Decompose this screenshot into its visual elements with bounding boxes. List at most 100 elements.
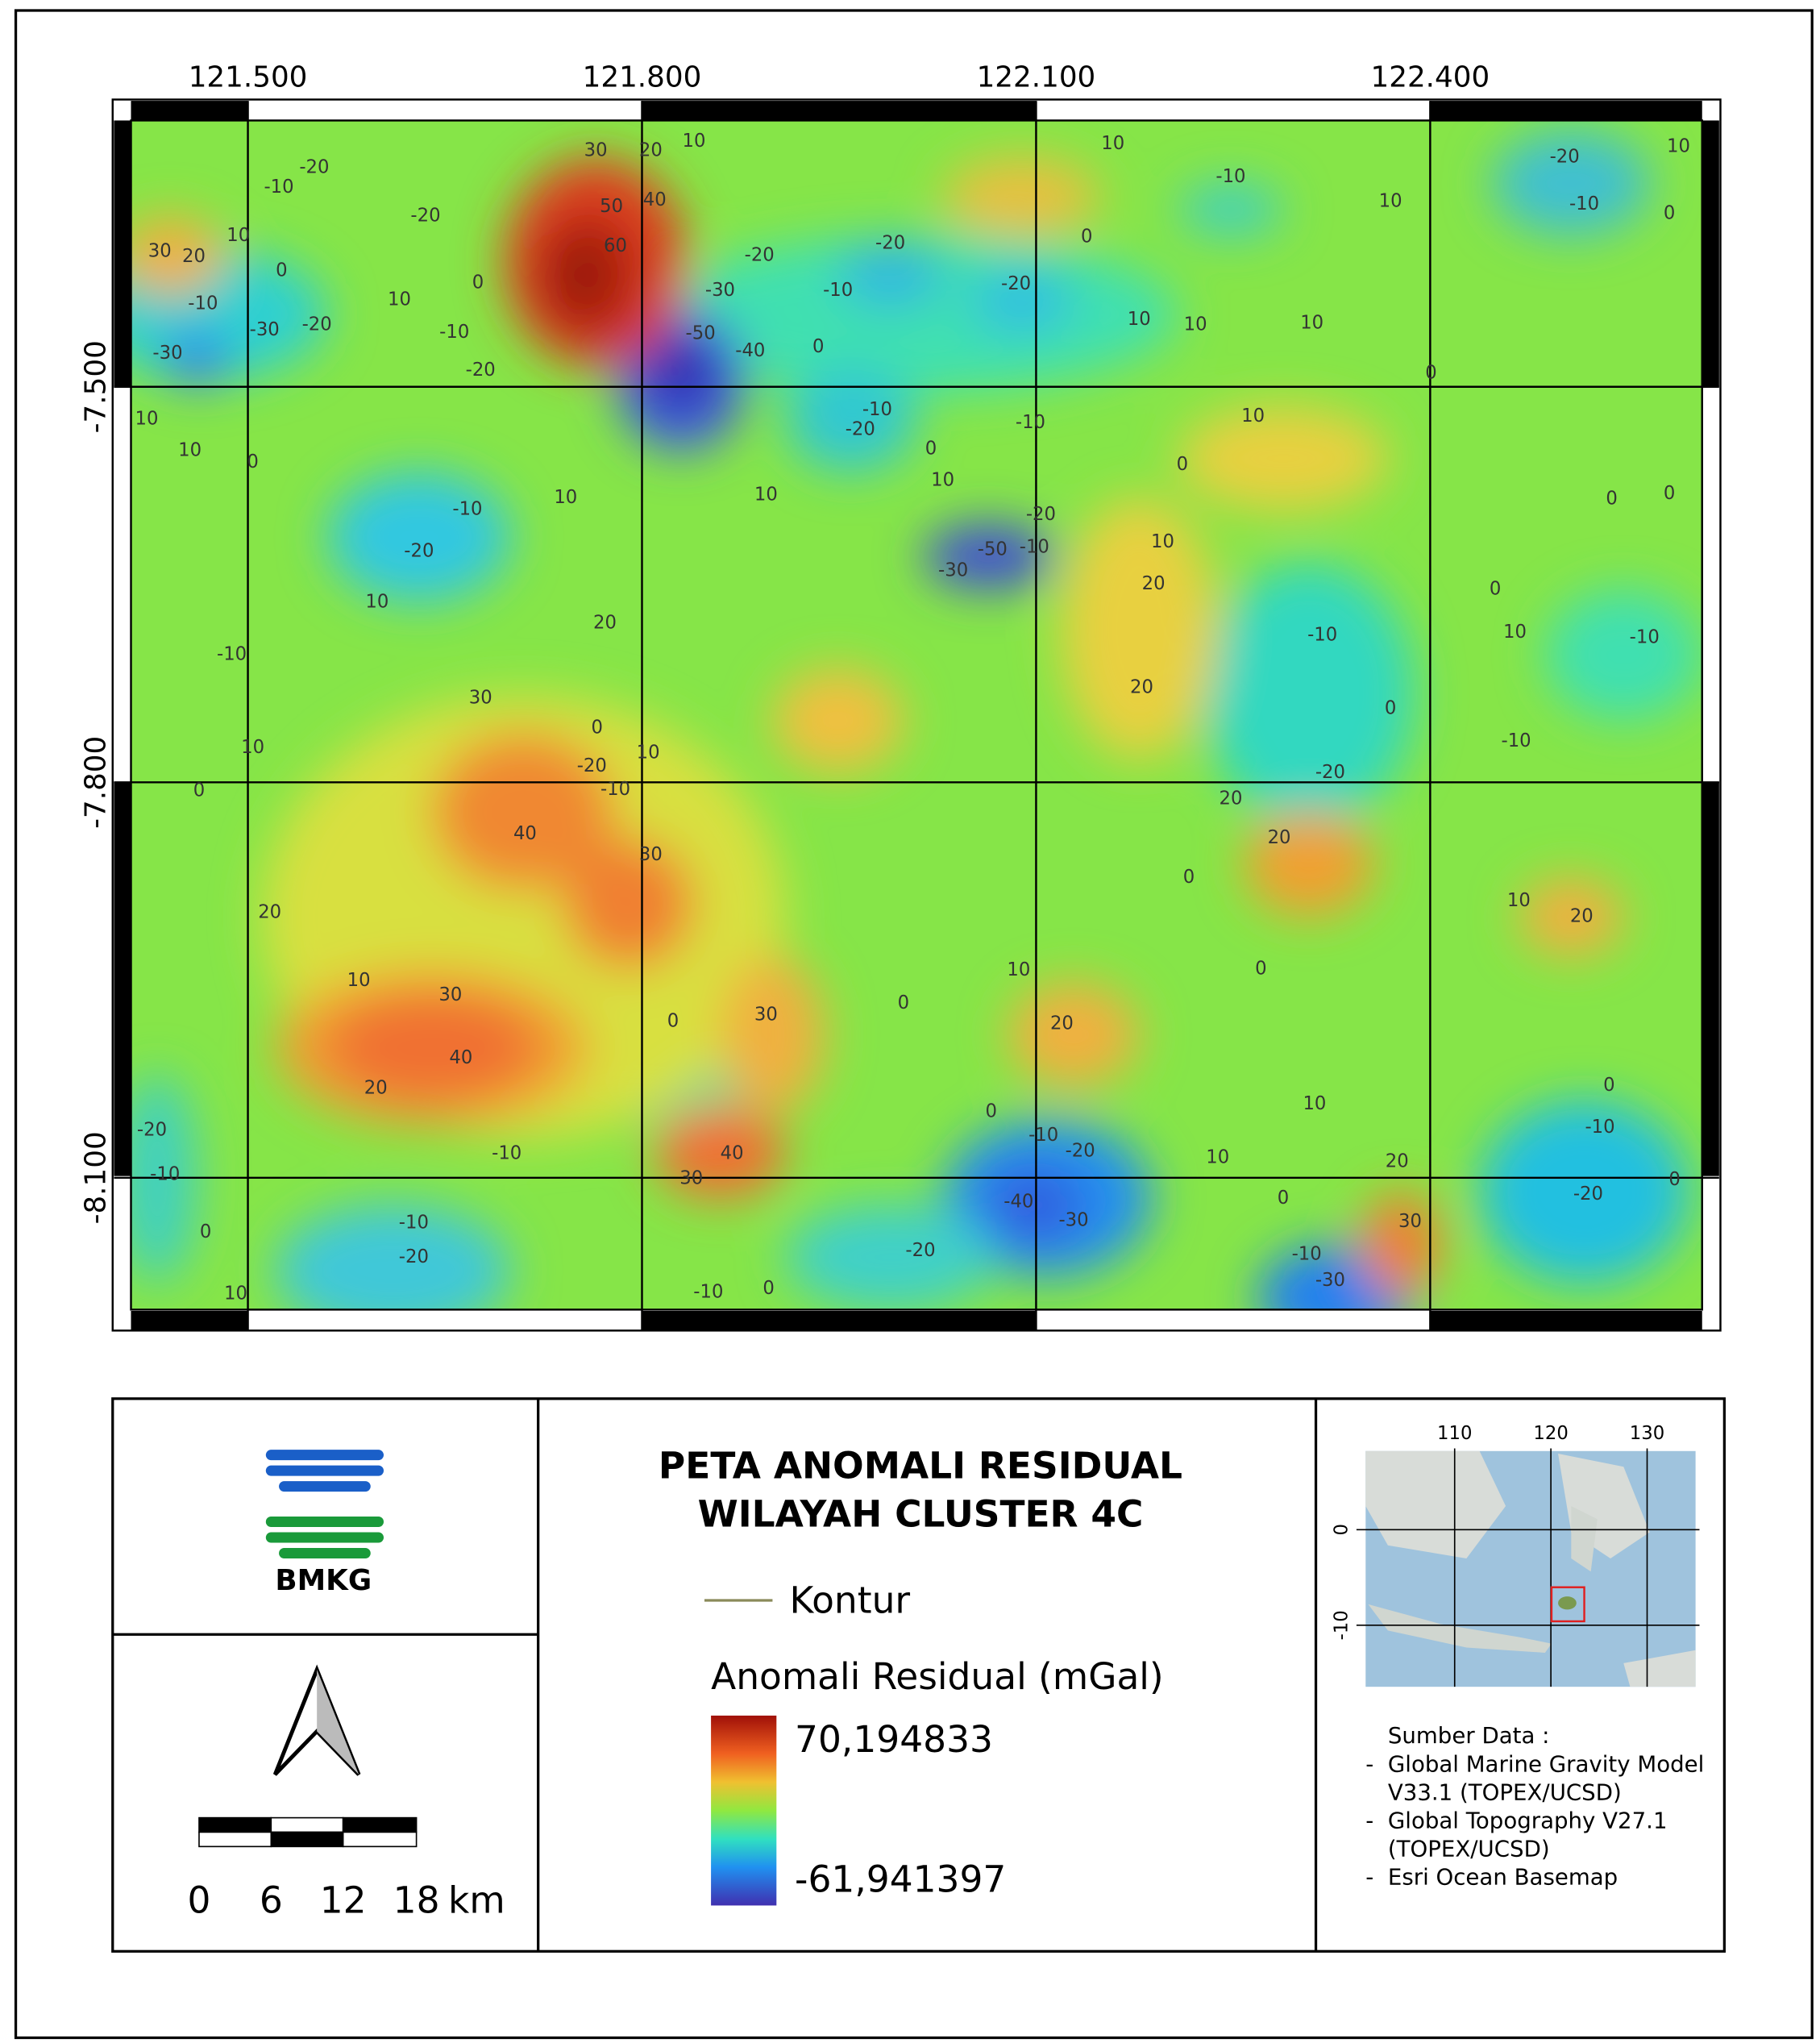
contour-label: 20: [1219, 788, 1242, 809]
inset-land: [1623, 1650, 1696, 1687]
contour-label: 60: [604, 235, 627, 256]
contour-label: -20: [745, 244, 775, 265]
contour-label: 10: [931, 470, 954, 491]
contour-label: -30: [938, 560, 968, 581]
contour-label: -10: [1028, 1125, 1058, 1146]
contour-label: 10: [554, 487, 577, 508]
y-tick-label: -7.800: [79, 736, 112, 829]
legend-ramp: [711, 1715, 777, 1906]
raster-blob: [563, 838, 694, 970]
raster-blob: [772, 668, 904, 773]
contour-label: -20: [137, 1119, 167, 1140]
contour-label: -50: [686, 323, 716, 344]
contour-label: -20: [410, 206, 440, 227]
contour-label: 20: [1130, 676, 1153, 697]
raster-blob: [327, 995, 538, 1101]
contour-label: 0: [762, 1278, 774, 1299]
contour-label: 10: [226, 225, 250, 246]
raster-blob: [785, 1205, 995, 1310]
contour-label: 10: [1503, 622, 1527, 643]
raster-blob: [720, 955, 825, 1113]
raster-blob: [642, 334, 721, 413]
contour-label: 30: [754, 1004, 778, 1025]
contour-label: 10: [1303, 1093, 1326, 1114]
contour-label: 40: [449, 1047, 472, 1068]
contour-label: 30: [438, 984, 462, 1005]
contour-label: 10: [365, 592, 389, 613]
scale-label: 6: [260, 1879, 283, 1922]
raster-blob: [942, 156, 1100, 236]
inset-site: [1558, 1596, 1577, 1610]
frame-bar: [1702, 781, 1719, 1176]
contour-label: -20: [1001, 273, 1031, 294]
frame-bar: [1429, 101, 1702, 121]
contour-label: -20: [466, 360, 496, 381]
legend-max: 70,194833: [795, 1718, 993, 1761]
contour-label: 10: [178, 439, 202, 460]
contour-label: 0: [200, 1221, 211, 1242]
source-title: Sumber Data :: [1388, 1722, 1550, 1749]
contour-label: -10: [862, 399, 892, 420]
contour-label: -10: [492, 1143, 521, 1164]
scale-unit: km: [448, 1879, 505, 1922]
contour-label: -20: [875, 233, 905, 254]
contour-label: 20: [364, 1077, 388, 1098]
contour-label: -30: [250, 319, 280, 340]
raster-blob: [1060, 497, 1218, 760]
x-tick-label: 121.800: [583, 60, 702, 94]
contour-label: 20: [593, 613, 617, 634]
contour-label: 0: [1668, 1169, 1680, 1190]
contour-label: 0: [1664, 483, 1675, 504]
contour-label: 0: [925, 439, 937, 460]
contour-label: 50: [600, 196, 623, 217]
raster-blob: [1178, 406, 1388, 511]
inset-land: [1368, 1604, 1552, 1653]
contour-label: 30: [1398, 1211, 1422, 1232]
contour-label: -10: [1215, 166, 1245, 187]
contour-label: -20: [905, 1240, 935, 1261]
contour-label: 30: [584, 139, 608, 160]
contour-label: -20: [1026, 504, 1056, 525]
contour-label: -30: [705, 280, 735, 301]
contour-label: 0: [247, 451, 258, 472]
contour-label: 20: [1142, 573, 1166, 594]
source-item: V33.1 (TOPEX/UCSD): [1388, 1779, 1622, 1806]
raster-blob: [654, 1106, 786, 1199]
raster-blob: [1244, 812, 1375, 917]
contour-label: 10: [1507, 890, 1531, 911]
contour-label: 20: [258, 902, 281, 923]
contour-label: -10: [399, 1213, 429, 1234]
contour-label: -10: [600, 779, 630, 800]
raster-blob: [164, 334, 230, 387]
contour-label: 20: [182, 246, 206, 267]
contour-label: 0: [1490, 578, 1501, 599]
contour-label: -30: [1315, 1270, 1345, 1291]
contour-label: -10: [217, 644, 247, 665]
frame-bar: [1702, 120, 1719, 387]
raster-blob: [550, 242, 603, 308]
source-bullet: -: [1365, 1751, 1373, 1778]
contour-label: -10: [1020, 536, 1049, 557]
map-border: [130, 119, 1703, 1311]
raster-blob: [1204, 563, 1415, 826]
contour-label: 0: [1177, 454, 1188, 475]
contour-label: -10: [1292, 1244, 1322, 1265]
raster-blob: [923, 523, 1054, 589]
contour-label: -10: [439, 322, 469, 343]
contour-label: 10: [1667, 135, 1690, 156]
contour-label: -40: [1003, 1192, 1033, 1213]
legend-min: -61,941397: [795, 1858, 1006, 1901]
frame-bar: [114, 120, 131, 387]
inset-extent: [1550, 1586, 1585, 1623]
contour-label: 10: [637, 743, 660, 764]
contour-label: 0: [1255, 959, 1266, 980]
raster-blob: [131, 216, 223, 295]
raster-blob: [982, 1165, 1087, 1245]
y-tick-label: -8.100: [79, 1131, 112, 1224]
x-tick-label: 121.500: [189, 60, 308, 94]
scale-seg: [198, 1816, 272, 1833]
source-bullet: -: [1365, 1863, 1373, 1890]
logo-stripe: [279, 1481, 371, 1492]
y-tick-label: -7.500: [79, 340, 112, 433]
contour-label: 10: [1300, 313, 1323, 334]
